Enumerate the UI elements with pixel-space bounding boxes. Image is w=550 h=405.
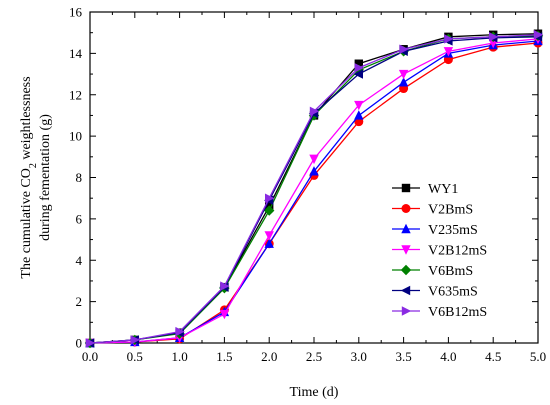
x-tick-label: 4.5 (485, 349, 501, 364)
legend: WY1 V2BmS V235mS V2B12mS V6BmS V635mS V6B12mS (392, 182, 487, 320)
legend-label: V2BmS (428, 203, 473, 218)
y-axis-title-line2: during fementation (g) (38, 114, 53, 241)
data-point (175, 326, 185, 337)
legend-marker (400, 285, 411, 296)
x-tick-label: 1.5 (216, 349, 232, 364)
legend-label: V6BmS (428, 264, 473, 279)
series-WY1 (85, 29, 543, 348)
x-tick-label: 3.0 (351, 349, 367, 364)
legend-label: V235mS (428, 223, 478, 238)
data-point (85, 338, 96, 348)
data-point (354, 100, 364, 111)
legend-label: V2B12mS (428, 244, 487, 259)
data-point (444, 34, 454, 44)
legend-marker (401, 183, 411, 193)
data-point (219, 309, 230, 320)
data-point (309, 166, 319, 176)
legend-marker (401, 306, 412, 316)
legend-item: V6BmS (392, 264, 473, 279)
legend-item: V6B12mS (392, 305, 487, 320)
legend-marker (400, 264, 412, 276)
legend-marker (401, 204, 411, 213)
series-V235mS (85, 35, 543, 348)
y-axis-title: The cumulative CO2 weightlessness during … (19, 76, 53, 278)
legend-item: V2B12mS (392, 244, 487, 259)
x-tick-label: 2.5 (306, 349, 322, 364)
series (84, 29, 544, 349)
x-tick-label: 0.5 (127, 349, 143, 364)
series-V635mS (84, 32, 543, 348)
data-point (309, 154, 319, 165)
y-tick-label: 0 (76, 336, 83, 351)
data-point (398, 69, 409, 80)
x-tick-label: 3.5 (395, 349, 411, 364)
x-tick-label: 1.0 (171, 349, 187, 364)
legend-item: WY1 (392, 182, 458, 197)
data-point (533, 30, 544, 40)
data-point (398, 77, 409, 87)
data-point (130, 335, 140, 345)
series-V2BmS (85, 38, 543, 348)
x-tick-label: 0.0 (82, 349, 98, 364)
data-point (443, 47, 454, 57)
x-tick-label: 4.0 (440, 349, 456, 364)
data-point (354, 59, 363, 68)
legend-label: V635mS (428, 285, 478, 300)
legend-label: V6B12mS (428, 305, 487, 320)
data-point (354, 110, 364, 120)
series-V2B12mS (85, 34, 543, 349)
y-tick-label: 14 (69, 46, 83, 61)
data-point (354, 63, 364, 73)
y-tick-label: 6 (76, 211, 83, 226)
legend-item: V235mS (392, 223, 478, 238)
y-tick-label: 4 (76, 253, 83, 268)
ticks: 0.0 0.5 1.0 1.5 2.0 2.5 3.0 3.5 4.0 4.5 5.0 0 2 4 6 8 10… (69, 5, 546, 365)
legend-marker (401, 245, 411, 255)
y-tick-label: 2 (76, 294, 83, 309)
data-point (264, 231, 274, 241)
data-point (399, 44, 409, 54)
data-point (265, 193, 275, 203)
y-tick-label: 16 (69, 5, 83, 20)
data-point (309, 106, 320, 116)
series-V6BmS (84, 30, 544, 349)
x-axis-title: Time (d) (290, 385, 339, 400)
data-point (489, 32, 499, 42)
data-point (264, 238, 274, 248)
x-tick-label: 2.0 (261, 349, 277, 364)
data-point (220, 281, 230, 291)
data-point (353, 69, 363, 79)
legend-item: V635mS (392, 285, 478, 300)
y-tick-label: 10 (69, 129, 82, 144)
y-tick-label: 12 (69, 87, 82, 102)
y-tick-label: 8 (76, 170, 83, 185)
legend-marker (401, 223, 411, 234)
y-axis-title-line1: The cumulative CO2 weightlessness (19, 76, 39, 278)
data-point (264, 205, 275, 216)
legend-item: V2BmS (392, 203, 473, 218)
legend-label: WY1 (428, 182, 458, 197)
x-tick-label: 5.0 (530, 349, 546, 364)
series-V6B12mS (85, 30, 544, 348)
